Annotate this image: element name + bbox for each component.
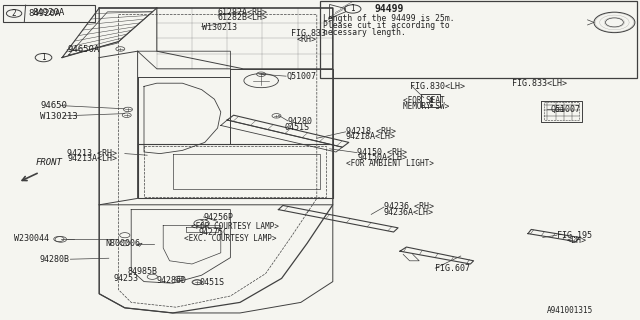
- Text: MEMORY SW>: MEMORY SW>: [403, 102, 449, 111]
- Text: FIG.833<LH>: FIG.833<LH>: [512, 79, 567, 88]
- Text: 94236 <RH>: 94236 <RH>: [384, 202, 434, 211]
- Text: 94280B: 94280B: [40, 255, 70, 264]
- Text: <LH>: <LH>: [566, 236, 586, 245]
- Text: 94650: 94650: [40, 101, 67, 110]
- Text: FRONT: FRONT: [35, 158, 62, 167]
- Text: 84920A: 84920A: [32, 8, 64, 17]
- Text: W130213: W130213: [202, 23, 237, 32]
- Text: 94236A<LH>: 94236A<LH>: [384, 208, 434, 217]
- Text: 2: 2: [200, 220, 204, 226]
- Text: 61282A<RH>: 61282A<RH>: [218, 8, 268, 17]
- Text: FIG.833: FIG.833: [291, 29, 326, 38]
- Text: 94275C: 94275C: [198, 228, 228, 237]
- Text: necessary length.: necessary length.: [323, 28, 405, 37]
- Text: 2: 2: [12, 9, 17, 18]
- Text: A941001315: A941001315: [547, 306, 593, 315]
- Text: 84985B: 84985B: [128, 267, 158, 276]
- Text: 61282B<LH>: 61282B<LH>: [218, 13, 268, 22]
- Text: Please cut it according to: Please cut it according to: [323, 21, 449, 30]
- Text: <FOR COURTESY LAMP>: <FOR COURTESY LAMP>: [191, 222, 278, 231]
- Bar: [3, 5, 95, 22]
- Text: FIG.195: FIG.195: [557, 231, 592, 240]
- Text: 94150A<LH>: 94150A<LH>: [357, 153, 407, 162]
- Text: FIG.830<LH>: FIG.830<LH>: [410, 82, 465, 91]
- Text: <FOR SEAT: <FOR SEAT: [403, 96, 445, 105]
- Text: 94150 <RH>: 94150 <RH>: [357, 148, 407, 156]
- Text: 94650A: 94650A: [67, 45, 99, 54]
- Text: 94286D: 94286D: [156, 276, 186, 285]
- Text: Q51007: Q51007: [286, 72, 316, 81]
- Text: <EXC. COURTESY LAMP>: <EXC. COURTESY LAMP>: [184, 234, 276, 243]
- Text: 94213A<LH>: 94213A<LH>: [67, 154, 117, 163]
- Text: Q51007: Q51007: [550, 105, 580, 114]
- Text: Length of the 94499 is 25m.: Length of the 94499 is 25m.: [323, 14, 454, 23]
- Text: 94253: 94253: [114, 274, 139, 283]
- Text: 1: 1: [350, 4, 355, 13]
- Text: 94218A<LH>: 94218A<LH>: [346, 132, 396, 141]
- Text: 94499: 94499: [374, 4, 404, 14]
- Text: 1: 1: [41, 53, 46, 62]
- Text: <FOR AMBIENT LIGHT>: <FOR AMBIENT LIGHT>: [346, 159, 433, 168]
- Text: 94218 <RH>: 94218 <RH>: [346, 127, 396, 136]
- Text: FIG.607: FIG.607: [435, 264, 470, 273]
- Text: 94213 <RH>: 94213 <RH>: [67, 149, 117, 158]
- Text: W230044: W230044: [14, 234, 49, 243]
- Text: N800006: N800006: [106, 239, 141, 248]
- Text: 94256P: 94256P: [204, 213, 234, 222]
- Bar: [320, 1, 637, 78]
- Text: 94280: 94280: [288, 117, 313, 126]
- Text: 0451S: 0451S: [285, 123, 310, 132]
- Text: W130213: W130213: [40, 112, 78, 121]
- Text: 0451S: 0451S: [200, 278, 225, 287]
- Text: <RH>: <RH>: [296, 35, 316, 44]
- Text: 84920A: 84920A: [28, 9, 60, 18]
